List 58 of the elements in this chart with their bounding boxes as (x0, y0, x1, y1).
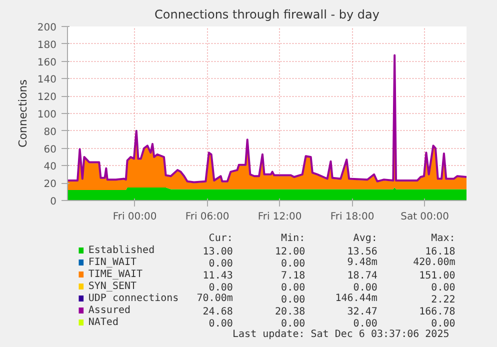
y-tick-label: 60 (44, 144, 57, 156)
text: 16.18 (425, 246, 456, 258)
y-tick-label: 40 (44, 162, 57, 173)
legend-label: SYN_SENT (88, 281, 137, 292)
x-tick-label: Sat 00:00 (400, 212, 450, 222)
x-tick-label: Fri 06:00 (185, 212, 230, 222)
text: Min: (281, 233, 306, 244)
y-tick-label: 120 (37, 92, 57, 104)
y-tick-label: 140 (37, 74, 57, 86)
text: 0.00 (208, 318, 233, 330)
y-tick-label: 80 (44, 126, 57, 138)
y-tick-label: 20 (44, 179, 57, 190)
legend-label: FIN_WAIT (88, 257, 137, 268)
text: 166.78 (419, 306, 456, 318)
text: 0.00 (431, 282, 456, 294)
text: 9.48m (347, 257, 378, 268)
text: 0.00 (208, 282, 233, 294)
text: 0.00 (281, 258, 306, 270)
legend-label: NATed (88, 317, 118, 328)
text: 0.00 (208, 258, 233, 270)
y-tick-label: 160 (37, 57, 57, 68)
text: 0.00 (353, 282, 378, 294)
text: 13.56 (347, 246, 378, 258)
text: 0.00 (281, 318, 306, 330)
text: 32.47 (347, 306, 378, 318)
text: 0.00 (281, 294, 306, 306)
text: 20.38 (275, 306, 306, 318)
text: 7.18 (281, 270, 306, 282)
text: 11.43 (202, 270, 233, 282)
y-tick-label: 200 (37, 22, 57, 34)
y-tick-label: 180 (37, 40, 57, 51)
text: Last update: Sat Dec 6 03:37:06 2025 (232, 329, 450, 340)
text: 0.00 (431, 318, 456, 330)
x-tick-label: Fri 12:00 (258, 212, 302, 222)
y-tick-label: 100 (37, 110, 57, 120)
text: 18.74 (347, 270, 378, 282)
text: Avg: (353, 233, 378, 244)
text: 151.00 (419, 270, 456, 282)
text: 0.00 (281, 282, 306, 294)
legend-label: Established (88, 245, 155, 256)
y-axis-title: Connections (16, 79, 30, 148)
text: 13.00 (202, 246, 233, 258)
x-tick-label: Fri 18:00 (330, 212, 374, 222)
legend-label: UDP connections (88, 293, 179, 304)
x-tick-label: Fri 00:00 (112, 212, 157, 222)
legend-label: Assured (88, 305, 131, 316)
text: 70.00m (196, 293, 233, 304)
text: 12.00 (275, 246, 306, 258)
text: 0.00 (353, 318, 378, 330)
text: Cur: (208, 233, 233, 244)
text: Max: (431, 233, 456, 244)
text: 2.22 (431, 294, 456, 306)
legend-label: TIME_WAIT (88, 269, 143, 280)
y-tick-label: 0 (50, 196, 57, 208)
text: 420.00m (413, 257, 456, 268)
chart-title: Connections through firewall - by day (154, 8, 380, 22)
text: 24.68 (202, 306, 233, 318)
text: 146.44m (335, 293, 378, 304)
